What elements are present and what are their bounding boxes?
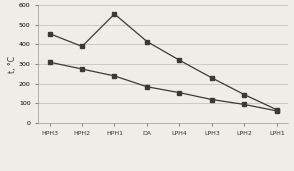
Saturation temperature in feedwater heaters — [48, 61, 51, 63]
Saturation temperature in feedwater heaters — [275, 110, 278, 112]
Steam temperature at turbine bleeds — [178, 59, 181, 61]
Saturation temperature in feedwater heaters — [80, 68, 84, 70]
Saturation temperature in feedwater heaters — [113, 75, 116, 77]
Steam temperature at turbine bleeds — [210, 77, 214, 79]
Saturation temperature in feedwater heaters — [145, 86, 149, 88]
Steam temperature at turbine bleeds — [275, 109, 278, 111]
Steam temperature at turbine bleeds — [145, 41, 149, 43]
Steam temperature at turbine bleeds — [113, 13, 116, 15]
Saturation temperature in feedwater heaters — [178, 92, 181, 94]
Line: Saturation temperature in feedwater heaters: Saturation temperature in feedwater heat… — [48, 60, 278, 113]
Saturation temperature in feedwater heaters — [243, 103, 246, 106]
Steam temperature at turbine bleeds — [80, 45, 84, 47]
Saturation temperature in feedwater heaters — [210, 98, 214, 101]
Steam temperature at turbine bleeds — [243, 94, 246, 96]
Y-axis label: t, °C: t, °C — [9, 56, 17, 73]
Line: Steam temperature at turbine bleeds: Steam temperature at turbine bleeds — [48, 12, 278, 111]
Steam temperature at turbine bleeds — [48, 33, 51, 35]
